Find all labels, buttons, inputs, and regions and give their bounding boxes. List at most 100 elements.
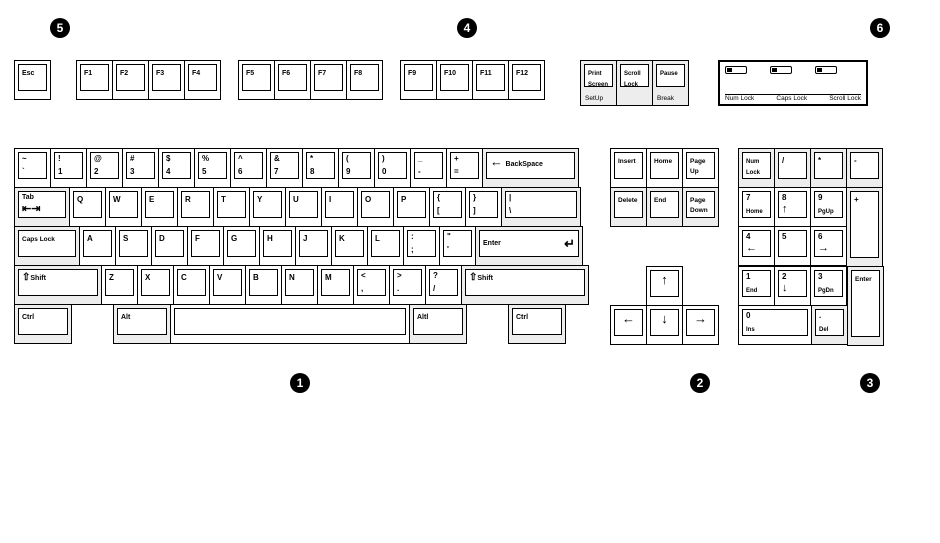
key-np-7[interactable]: 7Home (738, 187, 775, 227)
key-comma[interactable]: <, (353, 265, 390, 305)
key-np-div[interactable]: / (774, 148, 811, 188)
key-np-9[interactable]: 9PgUp (810, 187, 847, 227)
key-1[interactable]: !1 (50, 148, 87, 188)
key-arrow-up[interactable]: ↑ (646, 266, 683, 306)
key-6[interactable]: ^6 (230, 148, 267, 188)
key-ctrl-left[interactable]: Ctrl (14, 304, 72, 344)
key-np-5[interactable]: 5 (774, 226, 811, 266)
key-y[interactable]: Y (249, 187, 286, 227)
key-f6[interactable]: F6 (274, 60, 311, 100)
key-j[interactable]: J (295, 226, 332, 266)
key-lbracket[interactable]: {[ (429, 187, 466, 227)
key-m[interactable]: M (317, 265, 354, 305)
key-f7[interactable]: F7 (310, 60, 347, 100)
key-3[interactable]: #3 (122, 148, 159, 188)
key-h[interactable]: H (259, 226, 296, 266)
key-np-6[interactable]: 6→ (810, 226, 847, 266)
key-0[interactable]: )0 (374, 148, 411, 188)
key-q[interactable]: Q (69, 187, 106, 227)
key-9[interactable]: (9 (338, 148, 375, 188)
key-backslash[interactable]: |\ (501, 187, 581, 227)
key-scroll-lock[interactable]: Scroll Lock (616, 60, 653, 106)
key-x[interactable]: X (137, 265, 174, 305)
key-4[interactable]: $4 (158, 148, 195, 188)
key-f8[interactable]: F8 (346, 60, 383, 100)
key-equals[interactable]: += (446, 148, 483, 188)
key-np-dot[interactable]: .Del (811, 305, 848, 345)
key-n[interactable]: N (281, 265, 318, 305)
key-semicolon[interactable]: :; (403, 226, 440, 266)
key-tab[interactable]: Tab⇤⇥ (14, 187, 70, 227)
key-np-8[interactable]: 8↑ (774, 187, 811, 227)
key-pagedown[interactable]: Page Down (682, 187, 719, 227)
key-8[interactable]: *8 (302, 148, 339, 188)
key-f1[interactable]: F1 (76, 60, 113, 100)
key-np-4[interactable]: 4← (738, 226, 775, 266)
key-ctrl-right[interactable]: Ctrl (508, 304, 566, 344)
key-numlock[interactable]: Num Lock (738, 148, 775, 188)
key-delete[interactable]: Delete (610, 187, 647, 227)
key-print-screen[interactable]: Print Screen SetUp (580, 60, 617, 106)
key-space[interactable] (170, 304, 410, 344)
key-w[interactable]: W (105, 187, 142, 227)
key-f9[interactable]: F9 (400, 60, 437, 100)
key-slash[interactable]: ?/ (425, 265, 462, 305)
key-shift-left[interactable]: ⇧Shift (14, 265, 102, 305)
key-p[interactable]: P (393, 187, 430, 227)
key-np-1[interactable]: 1End (738, 266, 775, 306)
key-np-0[interactable]: 0Ins (738, 305, 812, 345)
key-home[interactable]: Home (646, 148, 683, 188)
key-l[interactable]: L (367, 226, 404, 266)
key-u[interactable]: U (285, 187, 322, 227)
key-np-enter[interactable]: Enter (847, 266, 884, 346)
key-f2[interactable]: F2 (112, 60, 149, 100)
key-f11[interactable]: F11 (472, 60, 509, 100)
key-r[interactable]: R (177, 187, 214, 227)
key-insert[interactable]: Insert (610, 148, 647, 188)
key-caps-lock[interactable]: Caps Lock (14, 226, 80, 266)
key-f10[interactable]: F10 (436, 60, 473, 100)
key-e[interactable]: E (141, 187, 178, 227)
key-z[interactable]: Z (101, 265, 138, 305)
key-np-mul[interactable]: * (810, 148, 847, 188)
key-backtick[interactable]: ~` (14, 148, 51, 188)
key-a[interactable]: A (79, 226, 116, 266)
key-arrow-right[interactable]: → (682, 305, 719, 345)
key-alt-left[interactable]: Alt (113, 304, 171, 344)
key-pause[interactable]: Pause Break (652, 60, 689, 106)
key-esc[interactable]: Esc (14, 60, 51, 100)
key-enter[interactable]: Enter↵ (475, 226, 583, 266)
key-shift-right[interactable]: ⇧Shift (461, 265, 589, 305)
key-np-3[interactable]: 3PgDn (810, 266, 847, 306)
key-f12[interactable]: F12 (508, 60, 545, 100)
key-arrow-down[interactable]: ↓ (646, 305, 683, 345)
key-d[interactable]: D (151, 226, 188, 266)
key-v[interactable]: V (209, 265, 246, 305)
key-f[interactable]: F (187, 226, 224, 266)
key-f5[interactable]: F5 (238, 60, 275, 100)
key-o[interactable]: O (357, 187, 394, 227)
key-f3[interactable]: F3 (148, 60, 185, 100)
key-k[interactable]: K (331, 226, 368, 266)
key-np-plus[interactable]: + (846, 187, 883, 267)
key-end[interactable]: End (646, 187, 683, 227)
key-quote[interactable]: "' (439, 226, 476, 266)
key-2[interactable]: @2 (86, 148, 123, 188)
key-period[interactable]: >. (389, 265, 426, 305)
key-i[interactable]: I (321, 187, 358, 227)
key-g[interactable]: G (223, 226, 260, 266)
key-b[interactable]: B (245, 265, 282, 305)
key-rbracket[interactable]: }] (465, 187, 502, 227)
key-np-sub[interactable]: - (846, 148, 883, 188)
key-minus[interactable]: _- (410, 148, 447, 188)
key-arrow-left[interactable]: ← (610, 305, 647, 345)
key-7[interactable]: &7 (266, 148, 303, 188)
key-s[interactable]: S (115, 226, 152, 266)
key-np-2[interactable]: 2↓ (774, 266, 811, 306)
key-f4[interactable]: F4 (184, 60, 221, 100)
key-5[interactable]: %5 (194, 148, 231, 188)
key-backspace[interactable]: ← BackSpace (482, 148, 579, 188)
key-c[interactable]: C (173, 265, 210, 305)
key-pageup[interactable]: Page Up (682, 148, 719, 188)
key-alt-right[interactable]: Altl (409, 304, 467, 344)
